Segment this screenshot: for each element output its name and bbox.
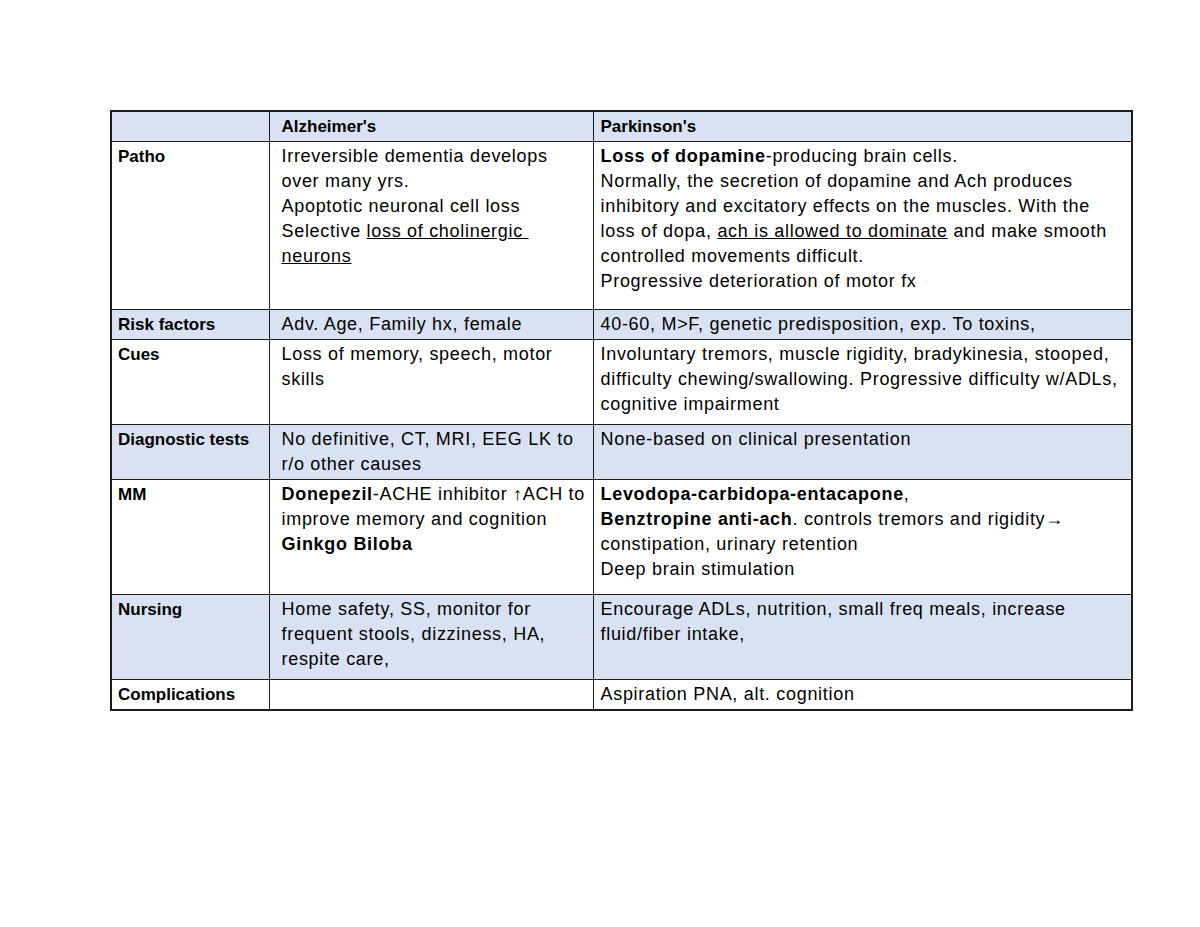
text-line: Home safety, SS, monitor for xyxy=(282,597,590,622)
text-line: neurons xyxy=(282,244,590,269)
header-cell-alzheimers: Alzheimer's xyxy=(269,111,593,142)
text-line: Loss of dopamine-producing brain cells. xyxy=(601,144,1129,169)
text-line: Normally, the secretion of dopamine and … xyxy=(601,169,1129,194)
text-line: constipation, urinary retention xyxy=(601,532,1129,557)
text-line: No definitive, CT, MRI, EEG LK to xyxy=(282,427,590,452)
table-row-mm: MMDonepezil-ACHE inhibitor ↑ACH toimprov… xyxy=(111,480,1132,595)
text-line: 40-60, M>F, genetic predisposition, exp.… xyxy=(601,312,1129,337)
text-line: Irreversible dementia develops xyxy=(282,144,590,169)
text-line: frequent stools, dizziness, HA, xyxy=(282,622,590,647)
row-label-patho: Patho xyxy=(111,142,269,310)
row-label-nursing: Nursing xyxy=(111,595,269,680)
text-line: Donepezil-ACHE inhibitor ↑ACH to xyxy=(282,482,590,507)
text-line: Apoptotic neuronal cell loss xyxy=(282,194,590,219)
header-cell-blank xyxy=(111,111,269,142)
table-row-patho: PathoIrreversible dementia developsover … xyxy=(111,142,1132,310)
row-label-risk-factors: Risk factors xyxy=(111,310,269,340)
risk-factors-parkinsons-cell: 40-60, M>F, genetic predisposition, exp.… xyxy=(593,310,1132,340)
diagnostic-tests-parkinsons-cell: None-based on clinical presentation xyxy=(593,425,1132,480)
table-row-complications: Complications Aspiration PNA, alt. cognit… xyxy=(111,680,1132,711)
complications-parkinsons-cell: Aspiration PNA, alt. cognition xyxy=(593,680,1132,711)
text-line: respite care, xyxy=(282,647,590,672)
text-line: Progressive deterioration of motor fx xyxy=(601,269,1129,294)
table-row-risk-factors: Risk factors Adv. Age, Family hx, female 4… xyxy=(111,310,1132,340)
cues-parkinsons-cell: Involuntary tremors, muscle rigidity, br… xyxy=(593,340,1132,425)
text-line: Deep brain stimulation xyxy=(601,557,1129,582)
text-line: over many yrs. xyxy=(282,169,590,194)
table-body: PathoIrreversible dementia developsover … xyxy=(111,142,1132,711)
mm-alzheimers-cell: Donepezil-ACHE inhibitor ↑ACH toimprove … xyxy=(269,480,593,595)
text-line: Involuntary tremors, muscle rigidity, br… xyxy=(601,342,1129,367)
document-page: Alzheimer's Parkinson's PathoIrreversibl… xyxy=(0,0,1200,927)
table-row-nursing: NursingHome safety, SS, monitor forfrequ… xyxy=(111,595,1132,680)
table-row-diagnostic-tests: Diagnostic testsNo definitive, CT, MRI, … xyxy=(111,425,1132,480)
text-line: controlled movements difficult. xyxy=(601,244,1129,269)
patho-alzheimers-cell: Irreversible dementia developsover many … xyxy=(269,142,593,310)
row-label-mm: MM xyxy=(111,480,269,595)
text-line: Selective loss of cholinergic xyxy=(282,219,590,244)
text-line: Levodopa-carbidopa-entacapone, xyxy=(601,482,1129,507)
text-line: inhibitory and excitatory effects on the… xyxy=(601,194,1129,219)
text-line: Benztropine anti-ach. controls tremors a… xyxy=(601,507,1129,532)
nursing-parkinsons-cell: Encourage ADLs, nutrition, small freq me… xyxy=(593,595,1132,680)
text-line: r/o other causes xyxy=(282,452,590,477)
text-line: cognitive impairment xyxy=(601,392,1129,417)
nursing-alzheimers-cell: Home safety, SS, monitor forfrequent sto… xyxy=(269,595,593,680)
header-row: Alzheimer's Parkinson's xyxy=(111,111,1132,142)
text-line: None-based on clinical presentation xyxy=(601,427,1129,452)
comparison-table: Alzheimer's Parkinson's PathoIrreversibl… xyxy=(110,110,1133,711)
patho-parkinsons-cell: Loss of dopamine-producing brain cells.N… xyxy=(593,142,1132,310)
row-label-complications: Complications xyxy=(111,680,269,711)
text-line: Encourage ADLs, nutrition, small freq me… xyxy=(601,597,1129,622)
mm-parkinsons-cell: Levodopa-carbidopa-entacapone,Benztropin… xyxy=(593,480,1132,595)
text-line: Aspiration PNA, alt. cognition xyxy=(601,682,1129,707)
text-line: Loss of memory, speech, motor xyxy=(282,342,590,367)
table-row-cues: CuesLoss of memory, speech, motorskillsI… xyxy=(111,340,1132,425)
row-label-cues: Cues xyxy=(111,340,269,425)
text-line: fluid/fiber intake, xyxy=(601,622,1129,647)
text-line: difficulty chewing/swallowing. Progressi… xyxy=(601,367,1129,392)
row-label-diagnostic-tests: Diagnostic tests xyxy=(111,425,269,480)
text-line: loss of dopa, ach is allowed to dominate… xyxy=(601,219,1129,244)
header-cell-parkinsons: Parkinson's xyxy=(593,111,1132,142)
text-line: Ginkgo Biloba xyxy=(282,532,590,557)
text-line: Adv. Age, Family hx, female xyxy=(282,312,590,337)
text-line: improve memory and cognition xyxy=(282,507,590,532)
risk-factors-alzheimers-cell: Adv. Age, Family hx, female xyxy=(269,310,593,340)
cues-alzheimers-cell: Loss of memory, speech, motorskills xyxy=(269,340,593,425)
complications-alzheimers-cell xyxy=(269,680,593,711)
text-line: skills xyxy=(282,367,590,392)
diagnostic-tests-alzheimers-cell: No definitive, CT, MRI, EEG LK tor/o oth… xyxy=(269,425,593,480)
